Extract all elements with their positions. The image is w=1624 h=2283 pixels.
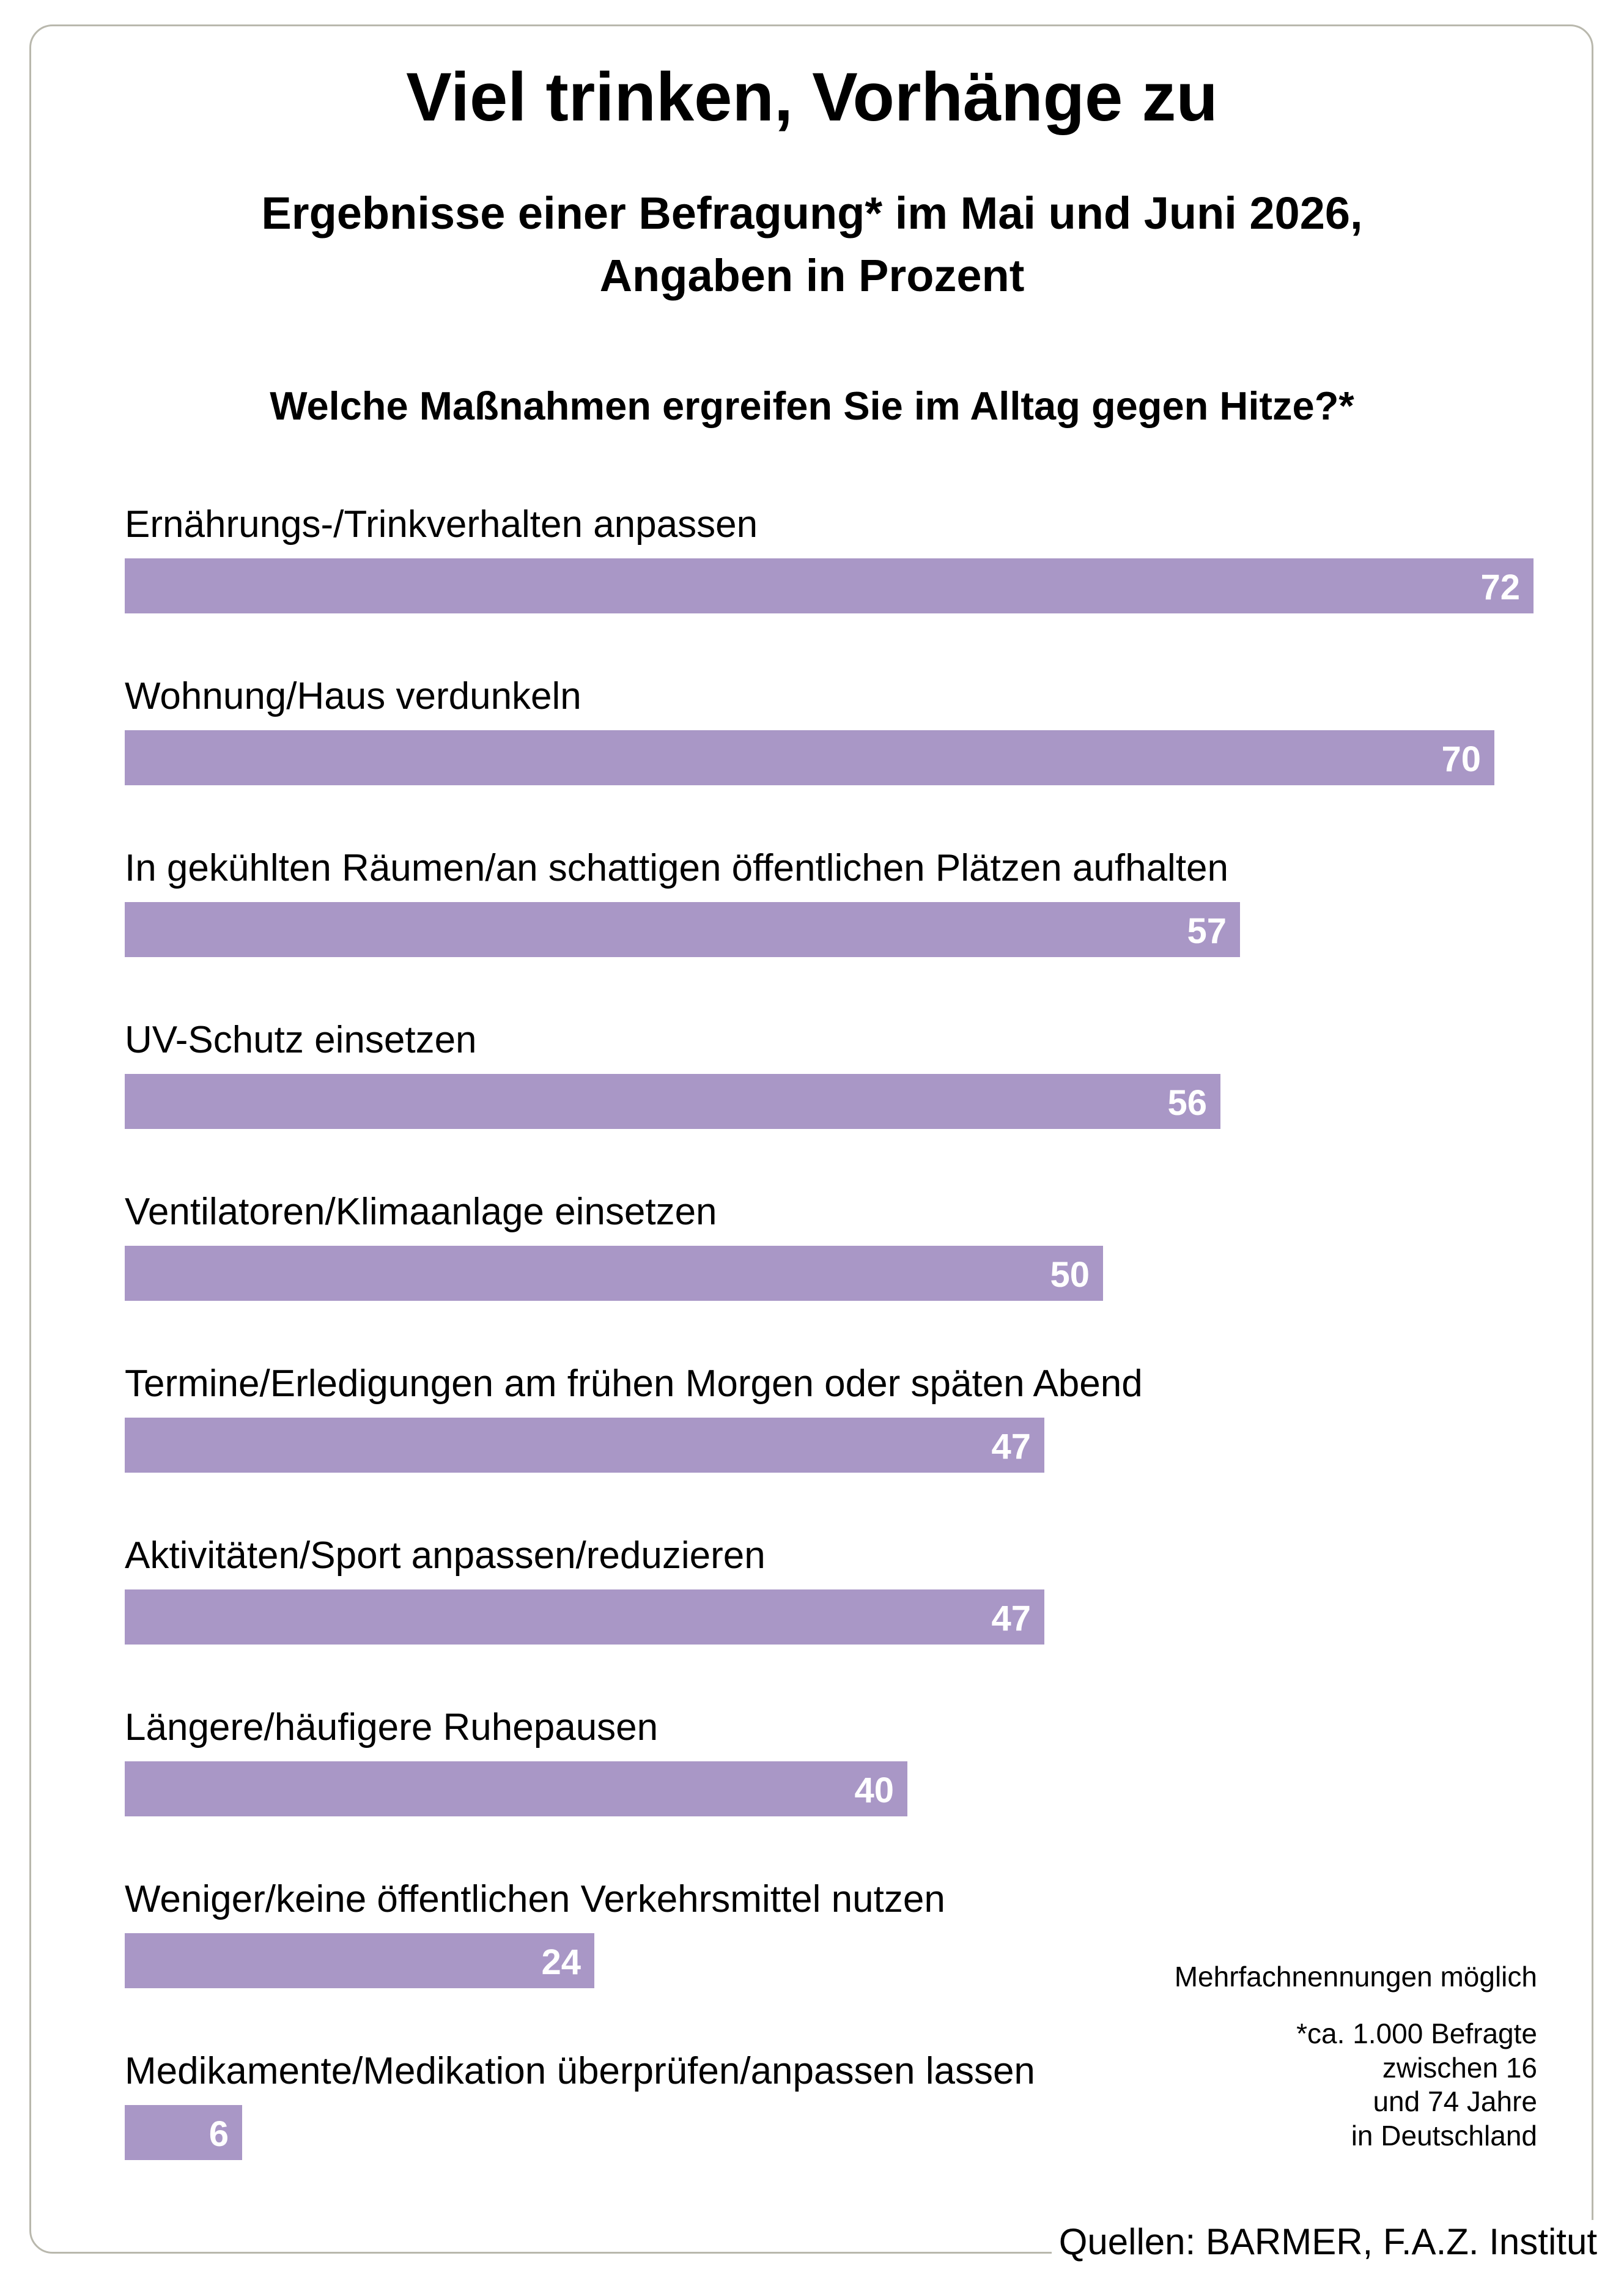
multiple-answers-note: Mehrfachnennungen möglich bbox=[1174, 1961, 1537, 1993]
sample-footnote-line: zwischen 16 bbox=[1382, 2051, 1537, 2084]
bar-value-label: 56 bbox=[1167, 1083, 1207, 1123]
sample-footnote-line: und 74 Jahre bbox=[1373, 2085, 1537, 2118]
sample-footnote-line: in Deutschland bbox=[1351, 2119, 1537, 2152]
bar-value-label: 47 bbox=[991, 1599, 1031, 1638]
bar-value-label: 40 bbox=[854, 1771, 894, 1810]
sample-footnote-line: *ca. 1.000 Befragte bbox=[1296, 2018, 1537, 2049]
bar bbox=[125, 2105, 242, 2160]
category-label: Wohnung/Haus verdunkeln bbox=[125, 675, 581, 717]
category-label: Weniger/keine öffentlichen Verkehrsmitte… bbox=[125, 1878, 945, 1920]
bar-value-label: 47 bbox=[991, 1427, 1031, 1467]
bar bbox=[125, 1761, 907, 1816]
category-label: UV-Schutz einsetzen bbox=[125, 1019, 477, 1061]
chart-frame bbox=[29, 24, 1593, 2254]
chart-title: Viel trinken, Vorhänge zu bbox=[406, 59, 1218, 135]
subtitle-line-1: Ergebnisse einer Befragung* im Mai und J… bbox=[261, 188, 1363, 239]
source-credit: Quellen: BARMER, F.A.Z. Institut bbox=[1052, 2220, 1597, 2264]
category-label: Ventilatoren/Klimaanlage einsetzen bbox=[125, 1191, 717, 1233]
bar-value-label: 50 bbox=[1050, 1255, 1090, 1295]
category-label: In gekühlten Räumen/an schattigen öffent… bbox=[125, 847, 1228, 889]
bar-value-label: 6 bbox=[209, 2114, 229, 2154]
bar-value-label: 57 bbox=[1187, 911, 1227, 951]
bar-value-label: 24 bbox=[541, 1942, 581, 1982]
bar-value-label: 72 bbox=[1480, 568, 1520, 607]
category-label: Termine/Erledigungen am frühen Morgen od… bbox=[125, 1363, 1143, 1405]
bar bbox=[125, 1074, 1220, 1129]
survey-question: Welche Maßnahmen ergreifen Sie im Alltag… bbox=[270, 383, 1354, 428]
subtitle-line-2: Angaben in Prozent bbox=[599, 250, 1025, 302]
category-label: Aktivitäten/Sport anpassen/reduzieren bbox=[125, 1534, 766, 1577]
bar bbox=[125, 1246, 1103, 1301]
category-label: Medikamente/Medikation überprüfen/anpass… bbox=[125, 2050, 1035, 2092]
bar bbox=[125, 1589, 1044, 1645]
sample-footnote: *ca. 1.000 Befragte zwischen 16 und 74 J… bbox=[1296, 2017, 1537, 2153]
chart-subtitle: Ergebnisse einer Befragung* im Mai und J… bbox=[0, 182, 1624, 307]
bar bbox=[125, 730, 1494, 785]
bar bbox=[125, 558, 1534, 613]
bar bbox=[125, 1933, 594, 1988]
bar bbox=[125, 902, 1240, 957]
category-label: Ernährungs-/Trinkverhalten anpassen bbox=[125, 503, 758, 546]
category-label: Längere/häufigere Ruhepausen bbox=[125, 1706, 658, 1748]
bar bbox=[125, 1418, 1044, 1473]
bar-value-label: 70 bbox=[1441, 739, 1481, 779]
